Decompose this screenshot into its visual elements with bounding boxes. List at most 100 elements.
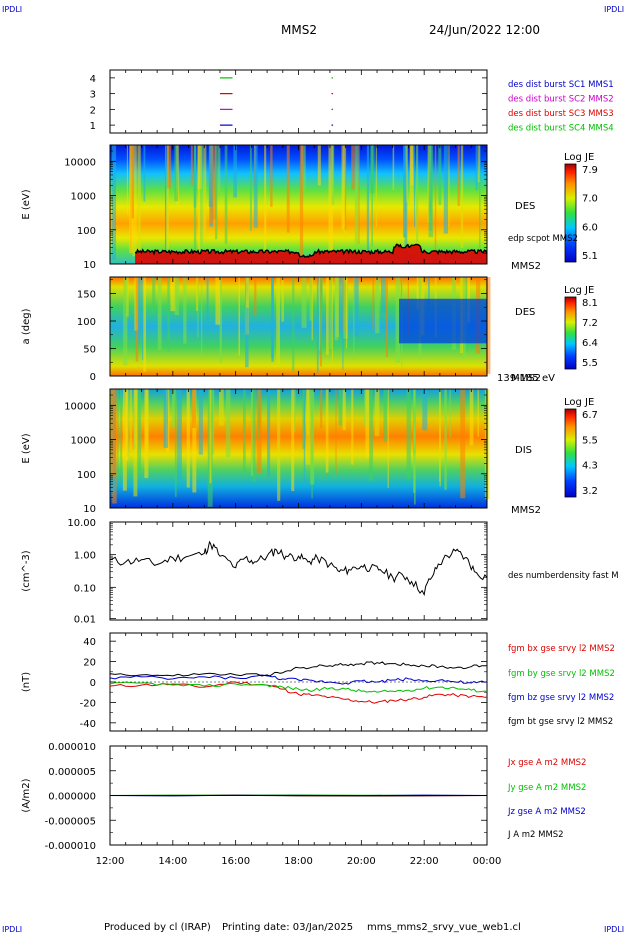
des-pitch-panel-streak <box>301 277 307 328</box>
burst-legend-entry: des dist burst SC3 MMS3 <box>508 109 614 119</box>
des-pitch-panel-streak <box>245 277 249 368</box>
dis-energy-panel-streak <box>369 389 374 481</box>
dis-energy-panel-ytick-label: 1000 <box>71 436 96 447</box>
dis-energy-panel-streak <box>125 389 129 461</box>
des-energy-panel-streak <box>428 145 434 238</box>
des-energy-panel-instrument-label: DES <box>515 201 535 212</box>
burst-ytick-label: 4 <box>90 74 96 85</box>
des-energy-panel-streak <box>448 145 450 228</box>
des-energy-panel-streak <box>299 145 304 256</box>
dis-energy-panel-streak <box>122 389 127 491</box>
corner-label-bottom-right: IPDLI <box>604 925 624 934</box>
dis-energy-panel-colorbar-tick: 4.3 <box>582 461 598 472</box>
des-energy-panel-ytick-label: 1000 <box>71 192 96 203</box>
current-panel-legend-entry: Jy gse A m2 MMS2 <box>507 783 586 793</box>
des-energy-panel-colorbar <box>564 163 577 263</box>
dis-energy-panel-streak <box>477 389 479 437</box>
des-pitch-panel-streak <box>174 277 179 316</box>
des-energy-panel-streak <box>358 145 360 245</box>
des-energy-panel-streak <box>392 145 395 190</box>
des-pitch-panel-streak <box>400 277 403 314</box>
des-energy-panel-streak <box>111 145 117 260</box>
dis-energy-panel-streak <box>342 389 346 431</box>
des-pitch-panel-streak <box>126 277 129 317</box>
dis-energy-panel-streak <box>117 389 119 479</box>
fgm-panel-ytick-label: -40 <box>80 719 96 730</box>
burst-legend-entry: des dist burst SC1 MMS1 <box>508 80 614 90</box>
corner-label-top-right: IPDLI <box>604 5 624 14</box>
dis-energy-panel-streak <box>338 389 343 426</box>
des-energy-panel-streak <box>249 145 252 231</box>
fgm-panel-series-line <box>109 674 488 685</box>
des-pitch-panel-streak <box>206 277 209 321</box>
des-pitch-panel-streak <box>345 277 348 349</box>
des-pitch-panel-colorbar-tick: 7.2 <box>582 318 598 329</box>
current-panel-ytick-label: 0.000005 <box>48 767 96 778</box>
dis-energy-panel-streak <box>267 389 271 477</box>
des-energy-panel-streak <box>416 145 419 243</box>
des-energy-panel-streak <box>366 145 370 261</box>
des-pitch-panel-streak <box>152 277 156 314</box>
des-energy-panel-streak <box>460 145 464 249</box>
dis-energy-panel-streak <box>291 389 295 491</box>
des-pitch-panel-colorbar-tick: 6.4 <box>582 338 598 349</box>
dis-energy-panel-streak <box>174 389 177 497</box>
des-pitch-panel-streak <box>334 277 339 341</box>
fgm-panel-ytick-label: 40 <box>83 637 96 648</box>
des-pitch-panel-streak <box>219 277 222 364</box>
dis-energy-panel-streak <box>250 389 253 476</box>
dis-energy-panel-instrument-label: DIS <box>515 445 532 456</box>
dis-energy-panel-streak <box>186 389 190 488</box>
footer-filename: mms_mms2_srvy_vue_web1.cl <box>367 922 521 933</box>
des-pitch-panel-streak <box>245 277 249 308</box>
dis-energy-panel-streak <box>414 389 416 505</box>
des-energy-panel-streak <box>190 145 193 186</box>
des-energy-panel-streak <box>132 145 137 257</box>
dis-energy-panel-streak <box>439 389 441 482</box>
des-pitch-panel-streak <box>135 277 139 362</box>
dis-energy-panel-spacecraft-label: MMS2 <box>511 505 541 516</box>
density-panel-legend-entry: des numberdensity fast M <box>508 571 619 581</box>
scpot-trace <box>134 243 488 258</box>
fgm-panel-legend-entry: fgm by gse srvy l2 MMS2 <box>508 669 615 679</box>
dis-energy-panel-streak <box>133 389 138 497</box>
dis-energy-panel-streak <box>191 389 196 429</box>
time-axis-tick-label: 12:00 <box>96 856 125 867</box>
dis-energy-panel-ytick-label: 10000 <box>64 401 96 412</box>
burst-legend-entry: des dist burst SC4 MMS4 <box>508 124 614 134</box>
des-pitch-panel-streak <box>157 277 162 351</box>
density-panel-ylabel: (cm^-3) <box>21 550 32 591</box>
dis-energy-panel-streak <box>310 389 315 485</box>
des-pitch-panel-streak <box>385 277 388 357</box>
des-pitch-panel-streak <box>142 277 144 361</box>
des-energy-panel-streak <box>200 145 203 248</box>
des-pitch-energy-range: 139-185 eV <box>497 373 555 384</box>
time-axis-tick-label: 16:00 <box>221 856 250 867</box>
scpot-fill <box>135 244 487 264</box>
des-pitch-panel-ytick-label: 50 <box>83 345 96 356</box>
des-pitch-panel-streak <box>316 277 319 373</box>
des-energy-panel-streak <box>343 145 346 238</box>
density-panel-ytick-label: 0.01 <box>74 615 96 626</box>
dis-energy-panel-streak <box>277 389 281 501</box>
dis-energy-panel-ytick-label: 10 <box>83 504 96 515</box>
des-energy-panel-streak <box>328 145 334 254</box>
des-pitch-panel-ytick-label: 150 <box>77 290 96 301</box>
des-pitch-panel-streak <box>342 277 344 371</box>
time-axis-tick-label: 00:00 <box>473 856 502 867</box>
dis-energy-panel-streak <box>305 389 311 465</box>
des-pitch-panel-streak <box>197 277 199 338</box>
dis-energy-panel-streak <box>129 389 133 450</box>
current-panel-ytick-label: 0.000000 <box>48 792 96 803</box>
des-energy-panel-streak <box>317 145 321 186</box>
dis-energy-panel-colorbar <box>564 408 577 498</box>
des-pitch-panel-streak <box>319 277 322 354</box>
burst-panel-frame <box>109 69 488 134</box>
des-energy-panel-streak <box>217 145 221 197</box>
des-pitch-panel-streak <box>123 277 128 366</box>
des-pitch-panel-spacecraft-label: MMS2 <box>511 373 541 384</box>
des-pitch-panel-streak <box>292 277 295 372</box>
fgm-panel-series-line <box>109 661 487 677</box>
dis-energy-panel-streak <box>211 389 215 455</box>
dis-energy-panel-streak <box>136 389 142 471</box>
